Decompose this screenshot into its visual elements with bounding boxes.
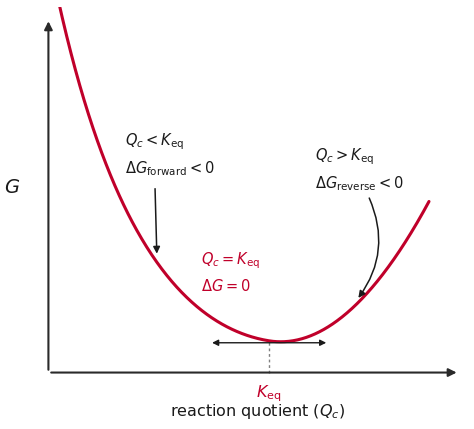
Text: $Q_c < K_\mathrm{eq}$: $Q_c < K_\mathrm{eq}$ [125,131,183,152]
Text: $\Delta G = 0$: $\Delta G = 0$ [201,278,250,294]
Text: reaction quotient ($Q_c$): reaction quotient ($Q_c$) [170,402,346,420]
Text: $K_\mathrm{eq}$: $K_\mathrm{eq}$ [256,384,282,404]
Text: $Q_c = K_\mathrm{eq}$: $Q_c = K_\mathrm{eq}$ [201,251,260,271]
Text: $\Delta G_\mathrm{reverse} < 0$: $\Delta G_\mathrm{reverse} < 0$ [315,175,404,193]
Text: $\Delta G_\mathrm{forward} < 0$: $\Delta G_\mathrm{forward} < 0$ [125,159,214,178]
Text: $G$: $G$ [4,178,20,197]
Text: $Q_c > K_\mathrm{eq}$: $Q_c > K_\mathrm{eq}$ [315,147,374,167]
